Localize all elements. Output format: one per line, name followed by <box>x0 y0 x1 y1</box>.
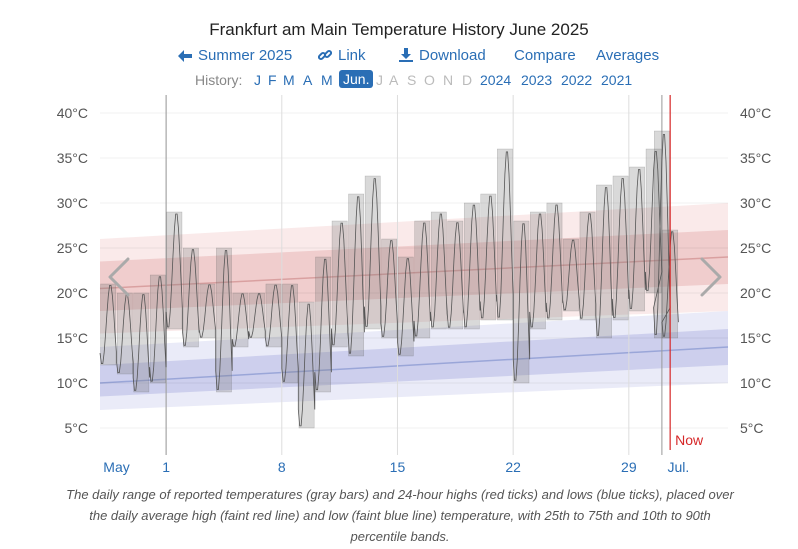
low-band-10-90 <box>100 311 728 410</box>
averages-link[interactable]: Averages <box>596 47 660 64</box>
year-2021[interactable]: 2021 <box>601 72 633 88</box>
month-sep: S <box>407 72 417 88</box>
month-aug: A <box>389 72 399 88</box>
y-tick-label-left: 10°C <box>57 375 88 391</box>
y-tick-label-left: 40°C <box>57 105 88 121</box>
month-jan[interactable]: J <box>254 72 261 88</box>
y-tick-label-right: 10°C <box>740 375 771 391</box>
temperature-chart: Now 40°C 40°C 35°C 35°C 30°C 30°C 25°C 25°C 20°C… <box>57 95 772 475</box>
avg-low-line <box>99 346 729 384</box>
month-nov: N <box>443 72 454 88</box>
x-tick-label: 8 <box>278 459 286 475</box>
month-dec: D <box>462 72 473 88</box>
year-2024[interactable]: 2024 <box>480 72 512 88</box>
toolbar: Summer 2025 Link Download Compare Averag… <box>170 47 670 67</box>
chart-overlay: Now <box>669 95 704 450</box>
year-2022[interactable]: 2022 <box>561 72 593 88</box>
history-label: History: <box>195 72 243 88</box>
month-may[interactable]: M <box>321 72 333 88</box>
y-tick-label-left: 35°C <box>57 150 88 166</box>
y-tick-label-right: 30°C <box>740 195 771 211</box>
year-2023[interactable]: 2023 <box>521 72 553 88</box>
x-tick-label: 22 <box>505 459 521 475</box>
low-band-25-75 <box>100 329 728 397</box>
link-button[interactable]: Link <box>317 47 366 66</box>
x-tick-label: 15 <box>390 459 406 475</box>
chart-nav <box>108 257 722 297</box>
summer-label: Summer 2025 <box>198 47 293 64</box>
chevron-left-icon[interactable] <box>108 257 130 297</box>
y-tick-label-left: 5°C <box>65 420 89 436</box>
arrow-left-icon <box>178 49 192 66</box>
x-tick-label: Jul. <box>668 459 690 475</box>
link-icon <box>317 48 333 66</box>
download-icon <box>399 48 413 66</box>
month-mar[interactable]: M <box>283 72 295 88</box>
y-tick-label-left: 25°C <box>57 240 88 256</box>
month-jul: J <box>376 72 383 88</box>
y-tick-label-left: 15°C <box>57 330 88 346</box>
y-tick-label-right: 40°C <box>740 105 771 121</box>
summer-link[interactable]: Summer 2025 <box>178 47 292 66</box>
month-apr[interactable]: A <box>303 72 313 88</box>
page-title: Frankfurt am Main Temperature History Ju… <box>209 20 589 39</box>
y-tick-label-left: 20°C <box>57 285 88 301</box>
y-tick-label-right: 5°C <box>740 420 764 436</box>
compare-link[interactable]: Compare <box>514 47 576 64</box>
link-label: Link <box>338 47 366 64</box>
x-tick-label: 1 <box>162 459 170 475</box>
y-tick-label-left: 30°C <box>57 195 88 211</box>
percentile-bands <box>99 203 729 410</box>
month-jun[interactable]: Jun. <box>339 70 374 88</box>
hourly-temperature-line <box>99 134 679 427</box>
hourly-trace <box>99 134 679 427</box>
month-feb[interactable]: F <box>268 72 277 88</box>
x-tick-label: 29 <box>621 459 637 475</box>
avg-high-line <box>99 256 729 290</box>
y-tick-label-right: 35°C <box>740 150 771 166</box>
x-tick-label: May <box>103 459 129 475</box>
download-button[interactable]: Download <box>399 47 486 66</box>
y-tick-label-right: 20°C <box>740 285 771 301</box>
y-tick-label-right: 15°C <box>740 330 771 346</box>
chevron-right-icon[interactable] <box>700 257 722 297</box>
chart-caption: The daily range of reported temperatures… <box>66 487 734 544</box>
axis-labels: 40°C 40°C 35°C 35°C 30°C 30°C 25°C 25°C 20°C 20°C… <box>57 105 772 475</box>
now-label: Now <box>675 432 704 448</box>
download-label: Download <box>419 47 486 64</box>
y-tick-label-right: 25°C <box>740 240 771 256</box>
month-oct: O <box>424 72 435 88</box>
